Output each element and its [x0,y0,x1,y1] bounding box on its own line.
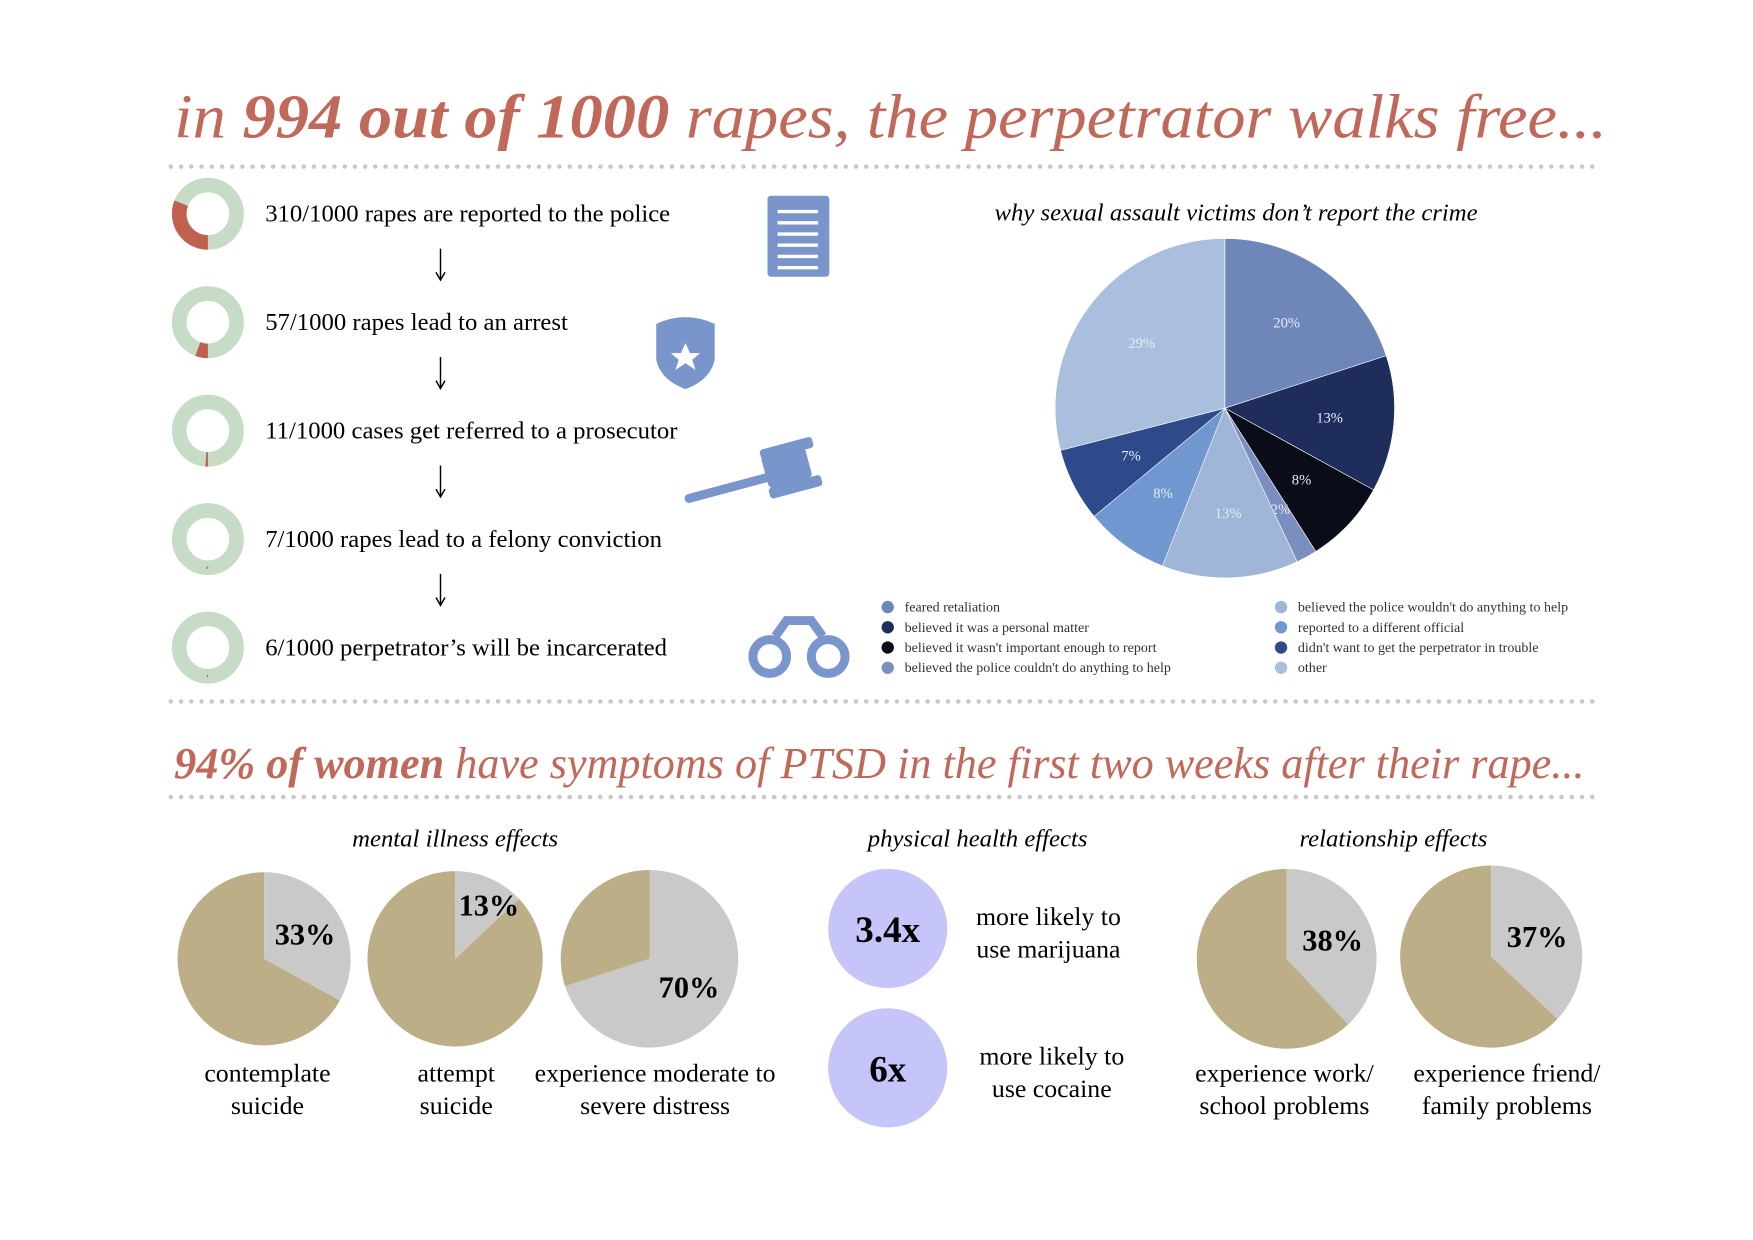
pie-caption: attempt [417,1058,495,1087]
legend-swatch [1274,600,1288,614]
factor-caption: more likely to [979,1041,1124,1070]
factor-value: 3.4x [855,910,920,951]
slice-label: 13% [1316,411,1343,427]
factor-value: 6x [869,1049,907,1090]
legend-label: believed it was a personal matter [905,620,1090,636]
gavel-icon [684,436,823,503]
factor-circle [828,868,948,989]
legend-swatch [881,661,894,674]
pie-title: why sexual assault victims don’t report … [995,200,1478,227]
slice-label: 2% [1271,502,1290,518]
donut-ring [171,286,244,359]
legend-label: reported to a different official [1298,620,1464,636]
pie-caption: experience moderate to [535,1058,776,1087]
legend-swatch [881,600,894,614]
arrow-head [435,488,446,499]
legend-label: believed it wasn't important enough to r… [905,640,1157,656]
slice-label: 8% [1292,473,1311,489]
pie-share [565,870,739,1048]
pie-share [264,872,351,1001]
pie-share [1286,868,1377,1025]
slice-label: 8% [1153,486,1172,502]
slice-label: 20% [1273,316,1300,332]
legend-swatch [1274,641,1288,654]
section-title: mental illness effects [352,825,558,852]
slice-label: 7% [1121,448,1140,464]
legend-label: feared retaliation [905,600,1000,616]
heading-part: rapes, the perpetrator walks free... [669,81,1607,151]
pie-rest [560,870,650,987]
arrow-head [435,380,446,390]
pie-share [455,871,519,959]
step-text: 7/1000 rapes lead to a felony conviction [265,526,662,553]
pie-caption: family problems [1422,1091,1592,1120]
pie-value-label: 13% [459,889,520,923]
section-heading: 94% of women have symptoms of PTSD in th… [174,738,1584,788]
pie-caption: school problems [1199,1091,1369,1120]
pie-value-label: 37% [1507,920,1568,954]
legend-swatch [881,621,894,634]
step-text: 6/1000 perpetrator’s will be incarcerate… [265,634,667,661]
pie-slice [1224,238,1387,409]
pie-slice [1224,355,1395,491]
pie-value-label: 70% [659,971,720,1005]
donut-share [172,200,209,250]
legend-label: believed the police couldn't do anything… [905,660,1171,676]
pie-caption: suicide [231,1091,304,1120]
pie-rest [1400,865,1558,1048]
donut-share [195,342,209,359]
badge-icon [656,317,715,390]
pie-rest [177,872,340,1046]
section-title: relationship effects [1299,825,1487,852]
pie-caption: experience friend/ [1413,1058,1601,1087]
handcuffs-icon [748,616,850,678]
legend-label: believed the police wouldn't do anything… [1298,600,1568,616]
legend-swatch [881,641,894,654]
legend-label: other [1298,660,1327,676]
pie-caption: contemplate [204,1058,330,1087]
pie-share [1491,865,1583,1019]
step-text: 57/1000 rapes lead to an arrest [265,309,568,336]
pie-caption: experience work/ [1195,1058,1374,1087]
slice-label: 13% [1215,506,1242,522]
main-heading: in 994 out of 1000 rapes, the perpetrato… [174,81,1607,151]
arrow-head [435,597,446,607]
donut-ring [171,503,244,576]
legend-swatch [1274,661,1288,674]
pie-slice [1054,238,1226,451]
heading-part: 94% of women [174,738,444,788]
factor-caption: use cocaine [992,1074,1112,1103]
pie-value-label: 38% [1302,924,1363,958]
heading-part: 994 out of 1000 [243,81,670,151]
legend-label: didn't want to get the perpetrator in tr… [1298,640,1539,656]
slice-label: 29% [1128,336,1155,352]
pie-slice [1162,407,1298,579]
factor-caption: use marijuana [976,935,1121,964]
section-title: physical health effects [866,825,1088,852]
donut-ring [171,394,244,467]
donut-ring [171,611,244,684]
factor-caption: more likely to [976,902,1121,931]
pie-value-label: 33% [275,918,336,952]
arrow-head [435,271,446,282]
step-text: 11/1000 cases get referred to a prosecut… [265,418,678,445]
step-text: 310/1000 rapes are reported to the polic… [265,201,670,228]
pie-rest [1196,868,1349,1049]
pie-caption: severe distress [580,1091,730,1120]
factor-circle [828,1008,948,1128]
clipboard-icon [767,195,830,277]
pie-caption: suicide [420,1091,493,1120]
heading-part: have symptoms of PTSD in the first two w… [444,738,1584,788]
legend-swatch [1274,621,1288,634]
heading-part: in [174,81,242,151]
